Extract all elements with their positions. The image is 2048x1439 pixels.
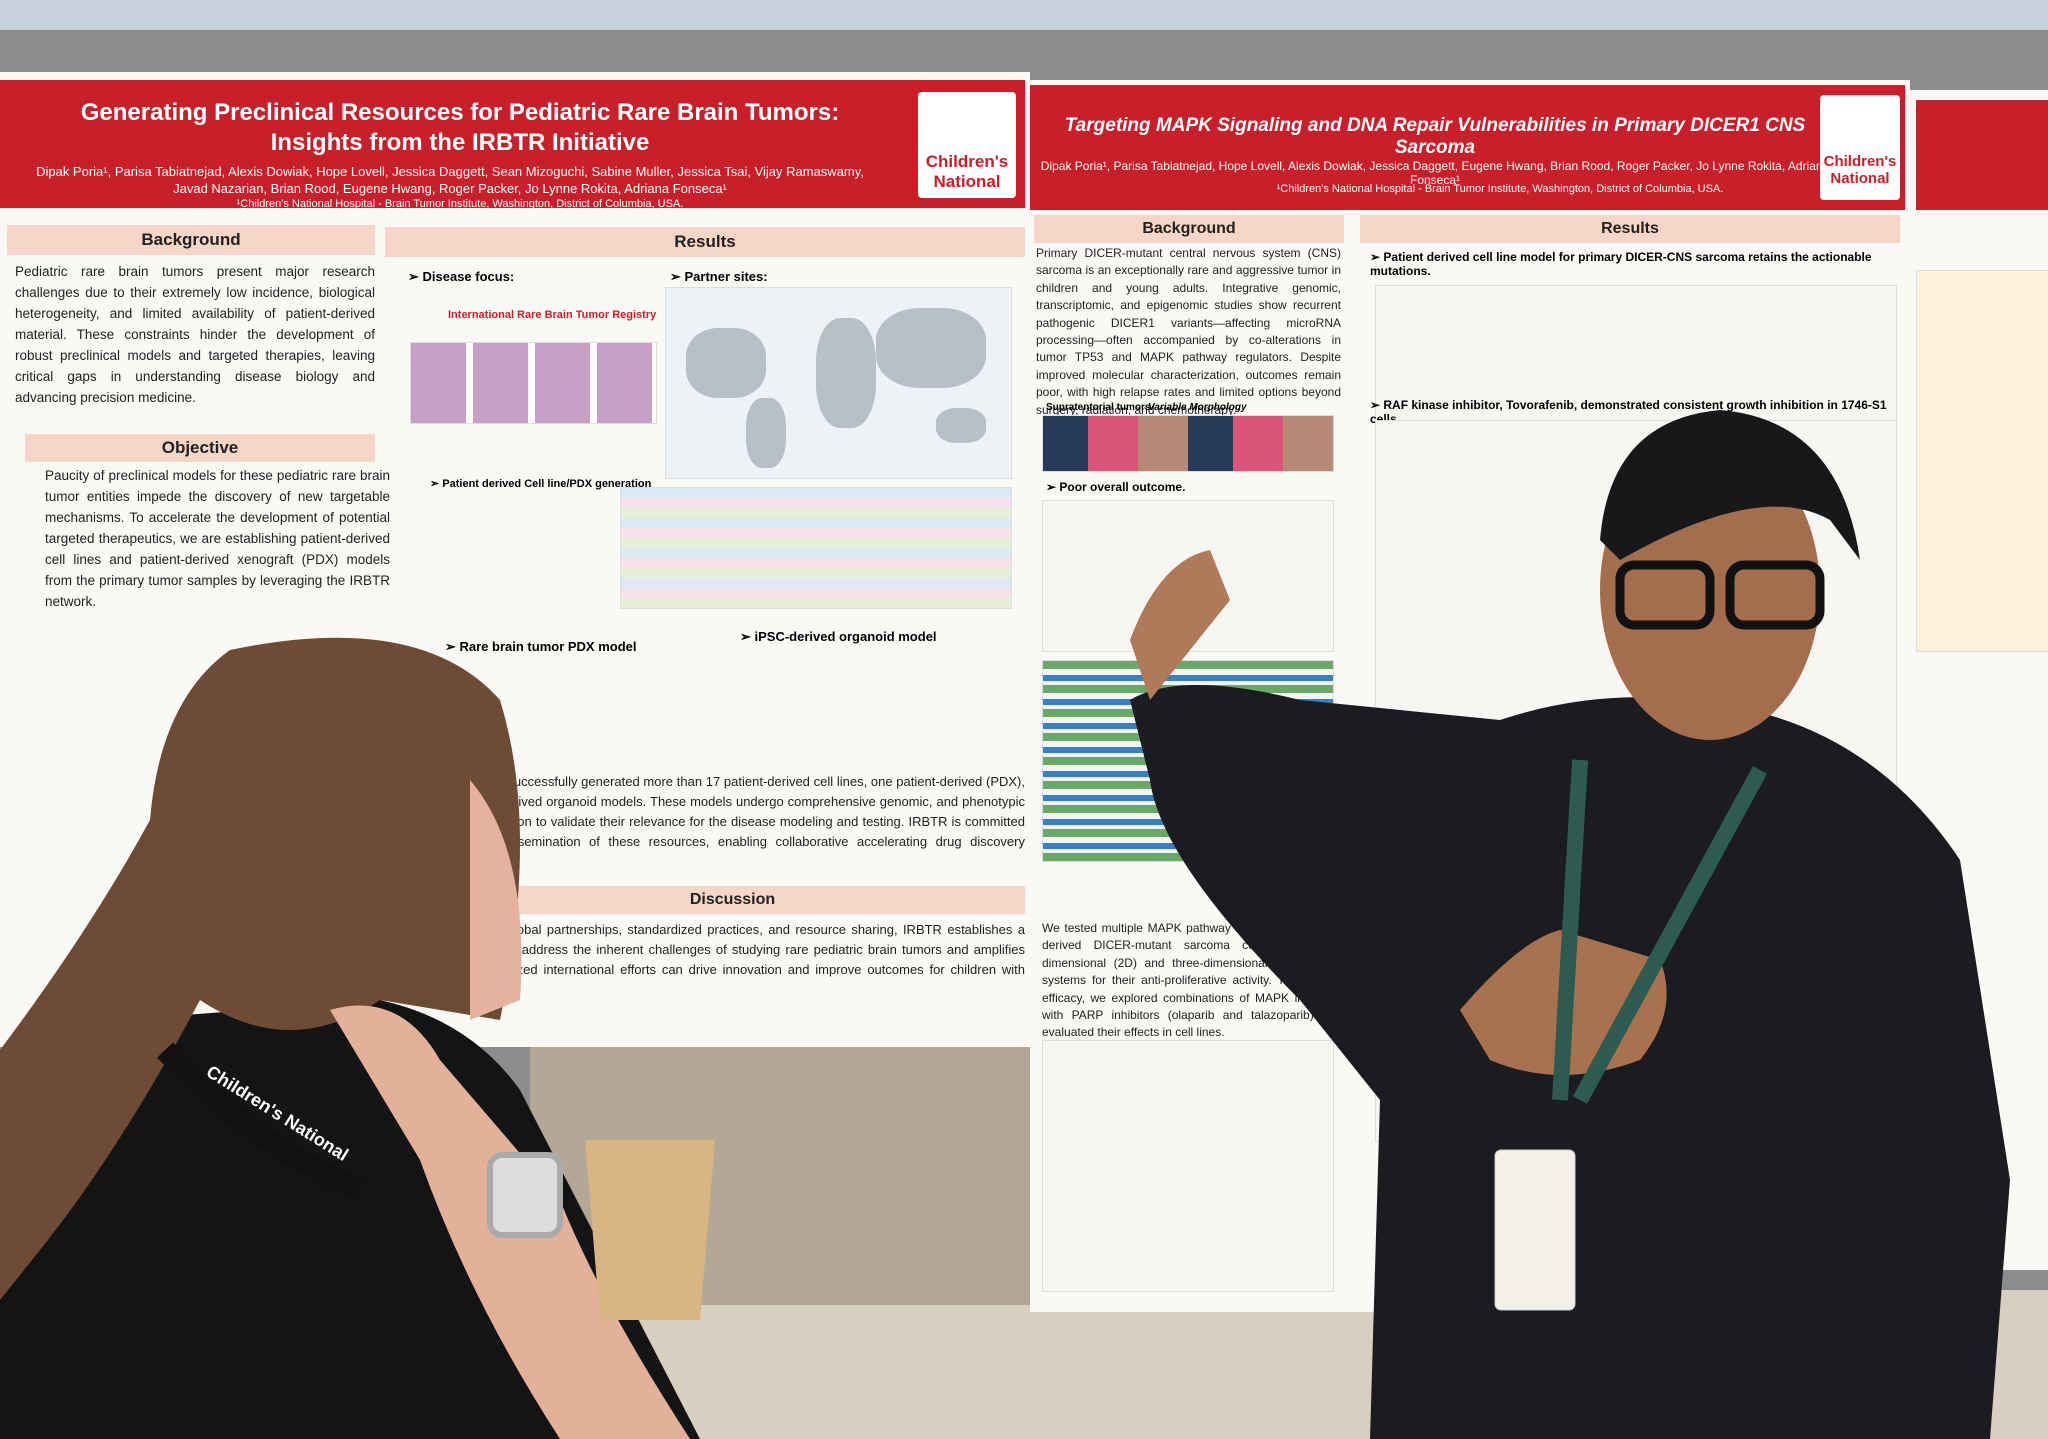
- logo: Children's National: [1820, 95, 1900, 200]
- poster-title: Generating Preclinical Resources for Ped…: [80, 99, 840, 156]
- abstract-box: [1916, 270, 2048, 652]
- paragraph: Primary DICER-mutant central nervous sys…: [1036, 246, 1341, 417]
- poster-affiliation: ¹Children's National Hospital - Brain Tu…: [236, 198, 684, 210]
- section-heading: Results: [385, 227, 1025, 257]
- paragraph: Paucity of preclinical models for these …: [45, 468, 390, 609]
- badge: [1494, 1149, 1576, 1311]
- man-hair: [1600, 410, 1860, 560]
- image-strip: [1042, 415, 1334, 472]
- label: Variable Morphology: [1148, 402, 1247, 413]
- paragraph: Pediatric rare brain tumors present majo…: [15, 264, 375, 405]
- label: ➢ Patient derived cell line model for pr…: [1370, 250, 1872, 278]
- man-hand: [1130, 550, 1230, 700]
- section-heading: Background: [7, 225, 375, 255]
- poster-header: Generating Preclinical Resources for Ped…: [0, 80, 1025, 210]
- label: ➢ Rare brain tumor PDX model: [445, 639, 637, 654]
- lanyard: [1552, 759, 1768, 1104]
- label: ➢ Poor overall outcome.: [1046, 480, 1186, 494]
- label: Supratentorial tumors: [1046, 402, 1151, 413]
- table-image: [620, 487, 1012, 609]
- figure: [1375, 285, 1897, 437]
- coffee-cup: [585, 1140, 715, 1320]
- poster-title: Targeting MAPK Signaling and DNA Repair …: [1064, 115, 1806, 158]
- world-map: [665, 287, 1012, 479]
- poster-affiliation: ¹Children's National Hospital - Brain Tu…: [1276, 183, 1724, 195]
- label: ➢ Patient derived Cell line/PDX generati…: [430, 478, 652, 490]
- logo: Children's National: [918, 92, 1016, 198]
- schematic: [1042, 1040, 1334, 1292]
- label: International Rare Brain Tumor Registry: [448, 309, 657, 321]
- label: ➢ iPSC-derived organoid model: [740, 629, 937, 644]
- poster-authors: Dipak Poria¹, Parisa Tabiatnejad, Alexis…: [36, 164, 864, 196]
- woman-hair: [0, 637, 520, 1300]
- paragraph: IRBTR has successfully generated more th…: [440, 774, 1025, 870]
- glasses: [1615, 560, 1715, 630]
- poster-header: Targeting MAPK Signaling and DNA Repair …: [1030, 85, 1905, 210]
- woman-face: [470, 780, 522, 1020]
- section-heading: Background: [1034, 215, 1344, 243]
- section-heading: Discussion: [440, 886, 1025, 914]
- watch: [487, 1152, 563, 1238]
- glasses: [1725, 560, 1825, 630]
- poster-authors: Dipak Poria¹, Parisa Tabiatnejad, Hope L…: [1040, 159, 1830, 187]
- section-heading: Results: [1360, 215, 1900, 243]
- section-heading: Objective: [25, 434, 375, 462]
- label: ➢ Disease focus:: [408, 269, 515, 284]
- lanyard: [157, 1042, 365, 1201]
- label: ➢ Partner sites:: [670, 269, 768, 284]
- poster-header: [1916, 100, 2048, 210]
- histology-images: [410, 342, 657, 424]
